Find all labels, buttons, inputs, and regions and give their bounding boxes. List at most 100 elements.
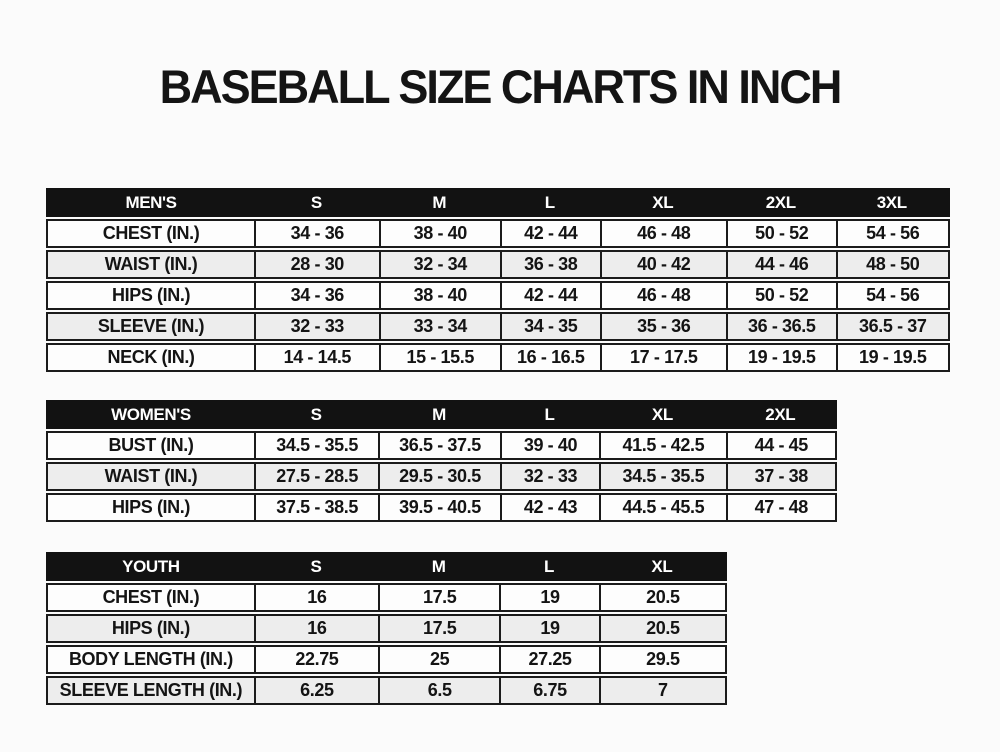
- size-value-cell: 34 - 36: [254, 221, 378, 246]
- size-value-cell: 14 - 14.5: [254, 345, 378, 370]
- size-value-cell: 32 - 34: [378, 252, 500, 277]
- row-label: NECK (IN.): [107, 347, 195, 367]
- size-value-cell: 20.5: [598, 585, 725, 610]
- size-value-cell: 34.5 - 35.5: [599, 464, 725, 489]
- page-title: BASEBALL SIZE CHARTS IN INCH: [159, 59, 843, 114]
- size-value-cell: 25: [378, 647, 499, 672]
- size-value-cell: 46 - 48: [599, 283, 726, 308]
- size-value-cell: 22.75: [253, 647, 378, 672]
- size-value-cell: 47 - 48: [725, 495, 835, 520]
- size-value-cell: 50 - 52: [726, 221, 836, 246]
- size-value-cell: 48 - 50: [835, 252, 949, 277]
- size-header-cell: L: [544, 192, 555, 212]
- size-value-cell: 37 - 38: [725, 464, 835, 489]
- size-value-cell: 27.25: [499, 647, 598, 672]
- womens-size-table: WOMEN'S S M L XL 2XL BUST (IN.) 34.5 - 35.5 36.5…: [46, 400, 837, 522]
- size-header-cell: XL: [651, 404, 673, 424]
- table-row: HIPS (IN.) 34 - 36 38 - 40 42 - 44 46 - 48 50…: [46, 281, 950, 310]
- size-value-cell: 50 - 52: [726, 283, 836, 308]
- youth-header-row: YOUTH S M L XL: [46, 552, 727, 581]
- size-value-cell: 16: [253, 616, 378, 641]
- size-value-cell: 7: [598, 678, 725, 703]
- row-label: WAIST (IN.): [104, 254, 198, 274]
- row-label: HIPS (IN.): [111, 618, 190, 638]
- size-value-cell: 38 - 40: [378, 221, 500, 246]
- table-row: SLEEVE LENGTH (IN.) 6.25 6.5 6.75 7: [46, 676, 727, 705]
- mens-size-table: MEN'S S M L XL 2XL 3XL CHEST (IN.) 34 - 36 38 - 4…: [46, 188, 950, 372]
- size-value-cell: 42 - 43: [499, 495, 600, 520]
- mens-group-label: MEN'S: [125, 192, 177, 212]
- size-value-cell: 6.75: [499, 678, 598, 703]
- size-header-cell: XL: [651, 556, 673, 576]
- size-value-cell: 38 - 40: [378, 283, 500, 308]
- size-value-cell: 17.5: [378, 616, 499, 641]
- size-header-cell: 2XL: [765, 192, 796, 212]
- table-row: WAIST (IN.) 28 - 30 32 - 34 36 - 38 40 - 42 4…: [46, 250, 950, 279]
- row-label: SLEEVE (IN.): [97, 316, 205, 336]
- row-label: BODY LENGTH (IN.): [68, 649, 233, 669]
- table-row: HIPS (IN.) 16 17.5 19 20.5: [46, 614, 727, 643]
- table-row: WAIST (IN.) 27.5 - 28.5 29.5 - 30.5 32 - 33…: [46, 462, 837, 491]
- table-row: BUST (IN.) 34.5 - 35.5 36.5 - 37.5 39 - 40 4…: [46, 431, 837, 460]
- size-header-cell: M: [431, 556, 446, 576]
- size-value-cell: 6.5: [378, 678, 499, 703]
- size-value-cell: 46 - 48: [599, 221, 726, 246]
- size-value-cell: 40 - 42: [599, 252, 726, 277]
- size-header-cell: S: [310, 404, 322, 424]
- size-value-cell: 34 - 35: [500, 314, 600, 339]
- size-value-cell: 27.5 - 28.5: [253, 464, 378, 489]
- table-row: NECK (IN.) 14 - 14.5 15 - 15.5 16 - 16.5 17 …: [46, 343, 950, 372]
- size-value-cell: 39 - 40: [499, 433, 600, 458]
- table-row: CHEST (IN.) 34 - 36 38 - 40 42 - 44 46 - 48 5…: [46, 219, 950, 248]
- size-value-cell: 32 - 33: [254, 314, 378, 339]
- row-label: WAIST (IN.): [104, 466, 198, 486]
- size-header-cell: 2XL: [765, 404, 796, 424]
- size-header-cell: L: [544, 556, 555, 576]
- size-value-cell: 19: [499, 585, 598, 610]
- size-value-cell: 35 - 36: [599, 314, 726, 339]
- size-charts: MEN'S S M L XL 2XL 3XL CHEST (IN.) 34 - 36 38 - 4…: [46, 188, 950, 705]
- size-value-cell: 36 - 38: [500, 252, 600, 277]
- size-value-cell: 6.25: [253, 678, 378, 703]
- size-value-cell: 28 - 30: [254, 252, 378, 277]
- youth-size-table: YOUTH S M L XL CHEST (IN.) 16 17.5 19 20.5 HIPS (I…: [46, 552, 727, 705]
- size-value-cell: 41.5 - 42.5: [599, 433, 725, 458]
- size-value-cell: 17.5: [378, 585, 499, 610]
- size-value-cell: 32 - 33: [499, 464, 600, 489]
- size-value-cell: 29.5 - 30.5: [378, 464, 499, 489]
- size-value-cell: 34 - 36: [254, 283, 378, 308]
- size-value-cell: 19: [499, 616, 598, 641]
- size-value-cell: 19 - 19.5: [726, 345, 836, 370]
- table-row: CHEST (IN.) 16 17.5 19 20.5: [46, 583, 727, 612]
- size-value-cell: 44 - 46: [726, 252, 836, 277]
- size-header-cell: 3XL: [876, 192, 907, 212]
- womens-header-row: WOMEN'S S M L XL 2XL: [46, 400, 837, 429]
- size-header-cell: XL: [652, 192, 674, 212]
- size-value-cell: 44 - 45: [725, 433, 835, 458]
- size-header-cell: M: [432, 404, 446, 424]
- size-value-cell: 17 - 17.5: [599, 345, 726, 370]
- row-label: CHEST (IN.): [102, 587, 200, 607]
- size-value-cell: 54 - 56: [835, 283, 949, 308]
- row-label: HIPS (IN.): [111, 497, 190, 517]
- size-value-cell: 16: [253, 585, 378, 610]
- size-value-cell: 54 - 56: [835, 221, 949, 246]
- size-value-cell: 42 - 44: [500, 283, 600, 308]
- mens-header-row: MEN'S S M L XL 2XL 3XL: [46, 188, 950, 217]
- table-row: HIPS (IN.) 37.5 - 38.5 39.5 - 40.5 42 - 43 4…: [46, 493, 837, 522]
- womens-group-label: WOMEN'S: [111, 404, 191, 424]
- size-value-cell: 44.5 - 45.5: [599, 495, 725, 520]
- size-value-cell: 36.5 - 37.5: [378, 433, 499, 458]
- size-value-cell: 16 - 16.5: [500, 345, 600, 370]
- size-value-cell: 15 - 15.5: [378, 345, 500, 370]
- table-row: BODY LENGTH (IN.) 22.75 25 27.25 29.5: [46, 645, 727, 674]
- size-header-cell: L: [544, 404, 555, 424]
- size-value-cell: 36 - 36.5: [726, 314, 836, 339]
- size-value-cell: 34.5 - 35.5: [253, 433, 378, 458]
- size-header-cell: S: [310, 192, 322, 212]
- row-label: BUST (IN.): [108, 435, 194, 455]
- size-value-cell: 20.5: [598, 616, 725, 641]
- size-value-cell: 36.5 - 37: [835, 314, 949, 339]
- size-value-cell: 29.5: [598, 647, 725, 672]
